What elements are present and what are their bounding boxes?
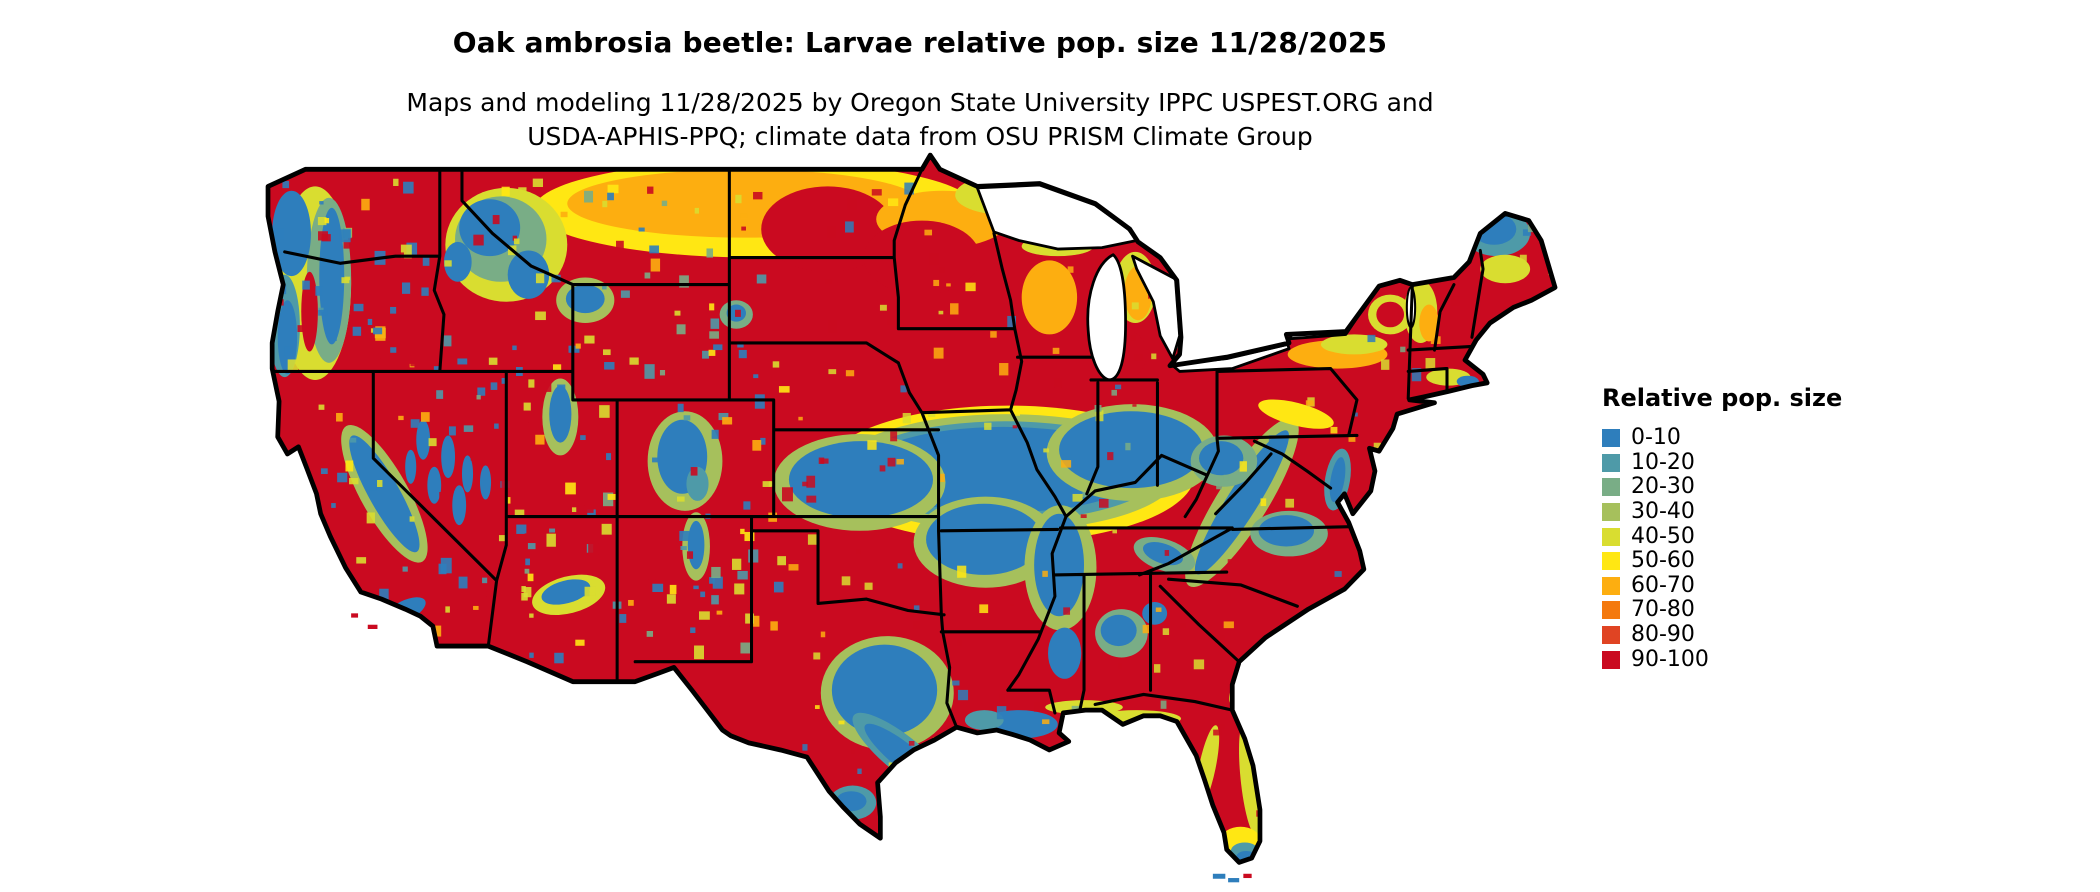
legend-swatch	[1602, 601, 1620, 620]
legend-label: 80-90	[1631, 622, 1695, 648]
legend-label: 30-40	[1631, 499, 1695, 525]
legend-row: 60-70	[1602, 574, 1842, 599]
legend-label: 90-100	[1631, 646, 1709, 672]
page-title: Oak ambrosia beetle: Larvae relative pop…	[452, 26, 1388, 59]
florida-keys	[1212, 873, 1252, 883]
legend-row: 20-30	[1602, 475, 1842, 500]
legend-row: 50-60	[1602, 549, 1842, 574]
legend-label: 60-70	[1631, 572, 1695, 598]
legend-items: 0-10 10-20 20-30 30-40 40-50 50-60 60-70…	[1602, 426, 1842, 672]
legend-label: 10-20	[1631, 449, 1695, 475]
legend-swatch	[1602, 478, 1620, 497]
us-map	[250, 148, 1580, 888]
legend-row: 0-10	[1602, 426, 1842, 451]
legend-swatch	[1602, 626, 1620, 645]
legend-row: 80-90	[1602, 623, 1842, 648]
legend-row: 10-20	[1602, 451, 1842, 476]
legend-label: 40-50	[1631, 523, 1695, 549]
legend: Relative pop. size 0-10 10-20 20-30 30-4…	[1602, 384, 1842, 672]
legend-swatch	[1602, 650, 1620, 669]
legend-swatch	[1602, 503, 1620, 522]
map-raster	[268, 155, 1556, 863]
legend-label: 70-80	[1631, 597, 1695, 623]
map-subtitle: Maps and modeling 11/28/2025 by Oregon S…	[0, 86, 1840, 154]
legend-swatch	[1602, 453, 1620, 472]
legend-label: 20-30	[1631, 474, 1695, 500]
legend-row: 30-40	[1602, 500, 1842, 525]
channel-islands	[351, 613, 378, 629]
legend-title: Relative pop. size	[1602, 384, 1843, 412]
legend-swatch	[1602, 552, 1620, 571]
legend-row: 90-100	[1602, 647, 1842, 672]
legend-row: 40-50	[1602, 524, 1842, 549]
legend-swatch	[1602, 527, 1620, 546]
subtitle-line-2: USDA-APHIS-PPQ; climate data from OSU PR…	[527, 122, 1313, 151]
legend-swatch	[1602, 429, 1620, 448]
legend-label: 0-10	[1631, 425, 1681, 451]
us-outline	[265, 152, 1558, 865]
us-map-svg	[265, 152, 1558, 883]
legend-label: 50-60	[1631, 548, 1695, 574]
legend-row: 70-80	[1602, 598, 1842, 623]
legend-swatch	[1602, 576, 1620, 595]
state-borders	[270, 167, 1485, 729]
subtitle-line-1: Maps and modeling 11/28/2025 by Oregon S…	[406, 88, 1434, 117]
